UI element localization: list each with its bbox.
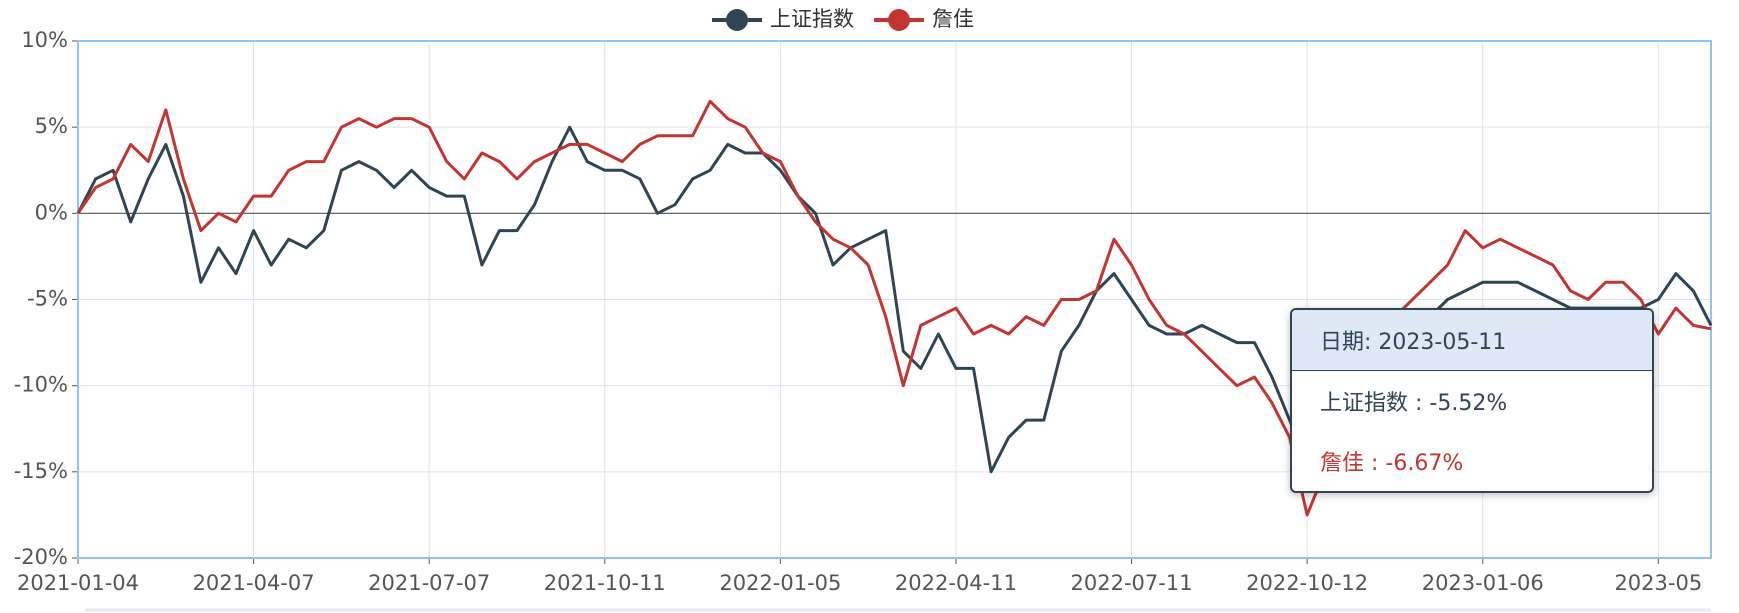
- x-tick-label: 2021-04-07: [193, 571, 315, 595]
- tooltip: 日期: 2023-05-11 上证指数 : -5.52% 詹佳 : -6.67%: [1290, 308, 1654, 493]
- series-line: [76, 99, 1712, 517]
- y-tick-label: -20%: [14, 545, 68, 569]
- x-tick-label: 2023-05: [1614, 571, 1702, 595]
- x-tick-label: 2022-01-05: [719, 571, 841, 595]
- x-tick-label: 2021-01-04: [17, 571, 139, 595]
- x-tick-label: 2023-01-06: [1422, 571, 1544, 595]
- x-tick-label: 2022-07-11: [1071, 571, 1193, 595]
- x-tick-label: 2021-10-11: [544, 571, 666, 595]
- tooltip-entry: 上证指数 : -5.52%: [1320, 391, 1508, 416]
- plot-border: [77, 40, 1712, 559]
- legend-label: 上证指数: [770, 7, 854, 31]
- x-tick-label: 2021-07-07: [368, 571, 490, 595]
- y-tick-label: 10%: [21, 28, 68, 52]
- tooltip-title: 日期: 2023-05-11: [1292, 310, 1652, 371]
- x-tick-label: 2022-04-11: [895, 571, 1017, 595]
- y-tick-label: -15%: [14, 459, 68, 483]
- y-tick-label: 0%: [35, 200, 68, 224]
- tooltip-entry: 詹佳 : -6.67%: [1320, 451, 1464, 476]
- legend-icon: [888, 9, 910, 31]
- legend-icon: [726, 9, 748, 31]
- x-tick-label: 2022-10-12: [1246, 571, 1368, 595]
- y-tick-label: -10%: [14, 373, 68, 397]
- y-tick-label: 5%: [35, 114, 68, 138]
- legend-label: 詹佳: [932, 7, 974, 31]
- y-tick-label: -5%: [27, 287, 68, 311]
